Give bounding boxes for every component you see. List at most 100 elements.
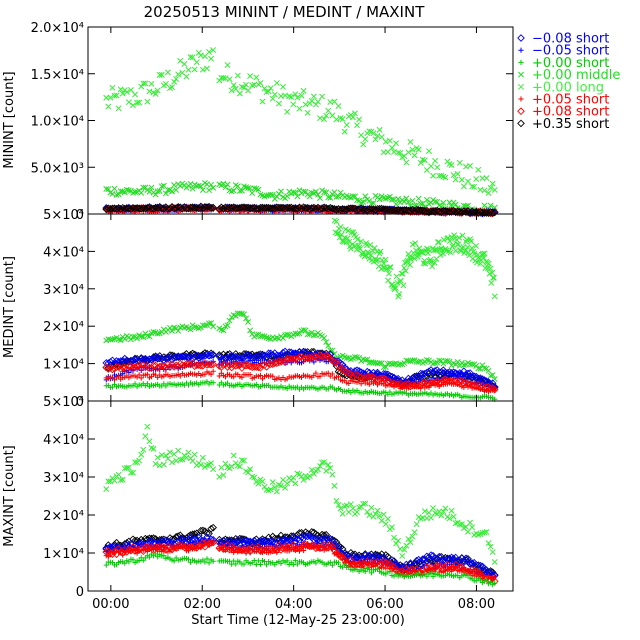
- y-tick-label: 1×10⁴: [43, 547, 84, 562]
- data-point: [354, 509, 360, 516]
- data-point: [451, 208, 460, 216]
- data-point: [246, 204, 254, 213]
- data-point: [447, 249, 454, 256]
- data-point: [407, 539, 414, 546]
- data-point: [297, 205, 306, 213]
- data-point: [397, 277, 404, 284]
- data-point: [134, 99, 141, 106]
- data-point: [347, 245, 354, 252]
- data-point: [116, 205, 125, 213]
- data-point: [417, 159, 424, 166]
- data-point: [460, 183, 467, 190]
- data-point: [206, 187, 212, 194]
- data-point: [392, 285, 399, 291]
- data-point: [238, 310, 245, 317]
- data-point: [273, 80, 280, 86]
- y-tick-label: 2.0×10⁴: [31, 21, 84, 36]
- data-point: [130, 102, 136, 109]
- data-point: [389, 196, 395, 203]
- data-point: [411, 152, 418, 159]
- data-point: [113, 92, 120, 99]
- data-point: [210, 47, 217, 53]
- data-point: [255, 186, 262, 193]
- data-point: [349, 205, 357, 213]
- data-point: [378, 134, 385, 140]
- data-point: [402, 267, 409, 274]
- data-point: [329, 471, 336, 478]
- data-point: [371, 206, 380, 214]
- data-point: [170, 204, 178, 213]
- data-point: [296, 187, 303, 194]
- data-point: [191, 66, 198, 73]
- data-point: [325, 194, 332, 201]
- minint-panel: 0 5.0×10³ 1.0×10⁴ 1.5×10⁴ 2.0×10⁴ MININT [co…: [2, 21, 514, 223]
- data-point: [132, 91, 139, 98]
- data-point: [407, 261, 414, 268]
- data-point: [109, 336, 116, 343]
- data-point: [228, 463, 235, 470]
- maxint-panel: 0 1×10⁴ 2×10⁴ 3×10⁴ 4×10⁴ 5×10⁴ MAXINT [count…: [2, 395, 514, 600]
- data-point: [138, 189, 145, 196]
- data-point: [245, 185, 252, 192]
- data-point: [254, 205, 263, 213]
- data-point: [139, 204, 148, 213]
- data-point: [403, 159, 410, 166]
- data-point: [284, 331, 291, 338]
- y-tick-label: 3×10⁴: [43, 283, 84, 298]
- data-point: [328, 204, 337, 213]
- data-point: [308, 189, 315, 196]
- data-point: [427, 256, 434, 263]
- data-point: [378, 517, 385, 524]
- data-point: [304, 331, 311, 338]
- data-point: [405, 199, 412, 206]
- data-point: [465, 178, 471, 185]
- data-point: [204, 65, 210, 72]
- data-point: [462, 208, 470, 216]
- data-point: [437, 208, 446, 216]
- x-axis-label: Start Time (12-May-25 23:00:00): [191, 613, 405, 628]
- data-point: [136, 99, 143, 106]
- data-point: [233, 204, 242, 212]
- data-point: [325, 342, 332, 349]
- data-point: [210, 323, 217, 330]
- data-point: [142, 80, 149, 87]
- data-point: [479, 362, 486, 369]
- data-point: [413, 521, 420, 528]
- data-point: [469, 361, 476, 368]
- data-point: [442, 245, 449, 252]
- data-point: [475, 365, 482, 372]
- data-point: [210, 184, 217, 191]
- data-point: [366, 197, 373, 204]
- data-point: [154, 330, 161, 337]
- data-point: [335, 103, 342, 110]
- data-point: [473, 259, 480, 266]
- data-point: [485, 190, 492, 196]
- data-point: [261, 85, 268, 92]
- data-point: [424, 250, 431, 257]
- data-point: [265, 335, 272, 342]
- data-point: [183, 73, 190, 80]
- data-point: [323, 339, 330, 345]
- data-point: [344, 235, 351, 242]
- y-tick-label: 1.5×10⁴: [31, 68, 84, 83]
- data-point: [319, 93, 326, 100]
- data-point: [382, 256, 389, 263]
- data-point: [112, 206, 121, 214]
- data-point: [395, 149, 402, 156]
- y-tick-label: 0: [76, 208, 84, 223]
- data-point: [206, 48, 212, 55]
- data-point: [429, 207, 437, 216]
- data-point: [236, 187, 243, 194]
- y-tick-label: 2×10⁴: [43, 509, 84, 524]
- data-point: [360, 198, 367, 205]
- data-point: [144, 423, 151, 430]
- data-point: [428, 163, 434, 170]
- data-point: [428, 258, 435, 265]
- data-point: [140, 334, 147, 340]
- x-tick-label: 04:00: [275, 597, 312, 612]
- data-point: [224, 322, 231, 329]
- data-point: [473, 242, 480, 249]
- data-point: [418, 206, 427, 215]
- data-point: [432, 157, 439, 164]
- data-point: [111, 185, 118, 192]
